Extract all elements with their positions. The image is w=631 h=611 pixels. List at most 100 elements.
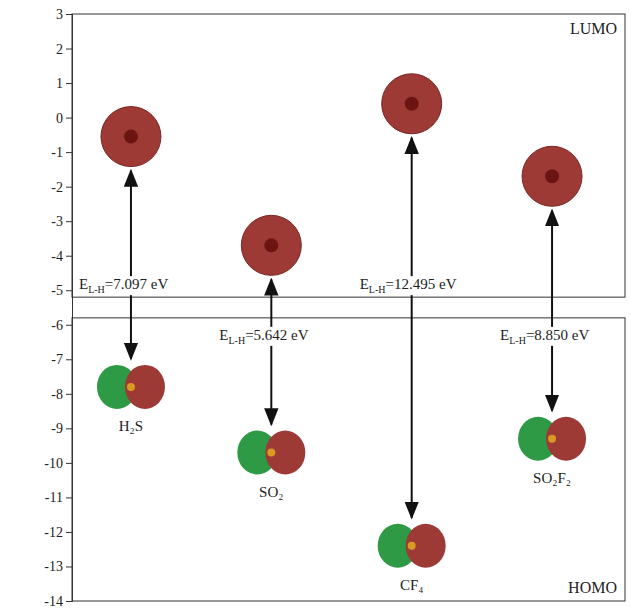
- region-label: LUMO: [570, 20, 617, 37]
- label-patch: [358, 276, 459, 295]
- tick-label: -1: [51, 145, 63, 160]
- orbital-lobe: [241, 215, 301, 275]
- orbital-lobe: [522, 146, 582, 206]
- tick-mark: [66, 394, 72, 395]
- labels: H₂SEL-H=7.097 eVSO₂EL-H=5.642 eVCF₄EL-H=…: [77, 276, 592, 593]
- tick-label: -6: [51, 318, 63, 333]
- orbital-lobe: [265, 431, 305, 475]
- tick-mark: [66, 566, 72, 567]
- tick: -11: [45, 490, 72, 505]
- orbital-core: [124, 130, 138, 144]
- tick-mark: [66, 532, 72, 533]
- tick: -5: [51, 283, 72, 298]
- label-patch: [217, 327, 310, 346]
- orbital-lobe: [382, 74, 442, 134]
- gap-label-sub: L-H: [509, 335, 526, 346]
- gap-label-sub: L-H: [88, 284, 105, 295]
- gap-label-sub: L-H: [228, 335, 245, 346]
- gap-arrow: [551, 210, 553, 410]
- gap-label-rest: =7.097 eV: [105, 276, 169, 292]
- molecule-label: SO₂: [259, 484, 283, 500]
- tick: -3: [51, 214, 72, 229]
- tick: -13: [44, 559, 72, 574]
- tick-mark: [66, 290, 72, 291]
- tick: -4: [51, 249, 72, 264]
- gap-label: EL-H=12.495 eV: [360, 276, 457, 295]
- tick-mark: [66, 601, 72, 602]
- y-axis: -14-13-12-11-10-9-8-7-6-5-4-3-2-10123: [44, 7, 72, 609]
- orbital-core: [267, 449, 275, 457]
- orbital-core: [405, 97, 419, 111]
- orbital-core: [127, 383, 135, 391]
- tick: -7: [51, 352, 72, 367]
- tick-mark: [66, 152, 72, 153]
- tick-mark: [66, 463, 72, 464]
- orbital-core: [408, 542, 416, 550]
- tick-mark: [66, 359, 72, 360]
- region-box: [72, 318, 625, 601]
- gap-label-rest: =8.850 eV: [526, 327, 590, 343]
- tick-label: -7: [51, 352, 63, 367]
- tick-label: -11: [45, 490, 63, 505]
- tick-mark: [66, 14, 72, 15]
- label-patch: [77, 276, 170, 295]
- tick-label: -3: [51, 214, 63, 229]
- tick-label: 3: [56, 7, 63, 22]
- tick-mark: [66, 221, 72, 222]
- tick: -6: [51, 318, 72, 333]
- orbital-lobe: [101, 107, 161, 167]
- tick-label: 0: [56, 111, 63, 126]
- gap-arrow: [411, 138, 413, 518]
- lumo-orbital: [522, 146, 582, 206]
- marks: [97, 74, 586, 568]
- tick: -9: [51, 421, 72, 436]
- orbital-core: [545, 169, 559, 183]
- molecule-label: SO₂F₂: [533, 470, 571, 486]
- homo-orbital: [97, 365, 165, 409]
- orbital-core: [548, 435, 556, 443]
- tick-label: 1: [56, 76, 63, 91]
- tick-label: -4: [51, 249, 63, 264]
- tick-mark: [66, 83, 72, 84]
- tick-mark: [66, 428, 72, 429]
- gap-label-main: E: [360, 276, 369, 292]
- tick-mark: [66, 325, 72, 326]
- gap-label-rest: =12.495 eV: [386, 276, 457, 292]
- lumo-orbital: [241, 215, 301, 275]
- tick: -14: [44, 594, 72, 609]
- tick-mark: [66, 49, 72, 50]
- gap-arrow: [270, 279, 272, 424]
- tick-label: -14: [44, 594, 63, 609]
- axis-line: [66, 15, 73, 602]
- tick-label: -10: [44, 456, 63, 471]
- tick: 2: [56, 42, 72, 57]
- gap-label: EL-H=8.850 eV: [500, 327, 589, 346]
- tick-mark: [66, 256, 72, 257]
- tick-label: -2: [51, 180, 63, 195]
- tick-mark: [66, 118, 72, 119]
- gap-label-rest: =5.642 eV: [245, 327, 309, 343]
- tick-label: -13: [44, 559, 63, 574]
- lumo-orbital: [101, 107, 161, 167]
- region-box: [72, 14, 625, 297]
- orbital-lobe: [546, 417, 586, 461]
- tick: 3: [56, 7, 72, 22]
- tick-label: -12: [44, 525, 63, 540]
- gap-arrow: [130, 171, 132, 359]
- gap-label: EL-H=5.642 eV: [219, 327, 308, 346]
- tick-label: -8: [51, 387, 63, 402]
- lumo-orbital: [382, 74, 442, 134]
- tick-mark: [66, 187, 72, 188]
- gap-label: EL-H=7.097 eV: [79, 276, 168, 295]
- homo-orbital: [518, 417, 586, 461]
- region-label: HOMO: [568, 579, 617, 596]
- tick: -8: [51, 387, 72, 402]
- tick: -12: [44, 525, 72, 540]
- tick: 0: [56, 111, 72, 126]
- gap-label-sub: L-H: [369, 284, 386, 295]
- label-patch: [498, 327, 591, 346]
- gap-label-main: E: [79, 276, 88, 292]
- gap-label-main: E: [219, 327, 228, 343]
- tick: -1: [51, 145, 72, 160]
- gap-label-main: E: [500, 327, 509, 343]
